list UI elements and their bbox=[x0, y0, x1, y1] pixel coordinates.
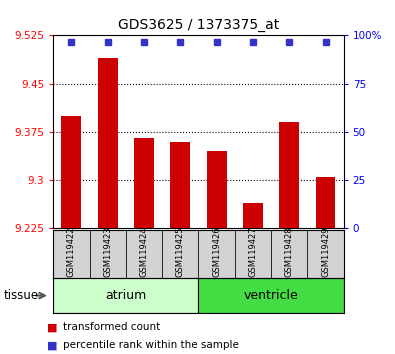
Bar bbox=[199, 230, 235, 278]
Bar bbox=[307, 230, 344, 278]
Text: GSM119424: GSM119424 bbox=[139, 226, 149, 277]
Title: GDS3625 / 1373375_at: GDS3625 / 1373375_at bbox=[118, 18, 279, 32]
Text: ventricle: ventricle bbox=[244, 289, 299, 302]
Text: transformed count: transformed count bbox=[63, 322, 160, 332]
Text: ■: ■ bbox=[47, 340, 58, 350]
Text: ■: ■ bbox=[47, 322, 58, 332]
Bar bbox=[199, 278, 344, 313]
Bar bbox=[279, 122, 299, 228]
Bar bbox=[235, 230, 271, 278]
Bar bbox=[126, 230, 162, 278]
Text: atrium: atrium bbox=[105, 289, 147, 302]
Bar bbox=[90, 230, 126, 278]
Bar bbox=[62, 116, 81, 228]
Bar bbox=[53, 278, 199, 313]
Bar bbox=[53, 230, 90, 278]
Text: GSM119428: GSM119428 bbox=[285, 226, 294, 277]
Text: GSM119423: GSM119423 bbox=[103, 226, 112, 277]
Bar bbox=[162, 230, 199, 278]
Bar bbox=[98, 58, 118, 228]
Text: GSM119422: GSM119422 bbox=[67, 226, 76, 277]
Text: GSM119429: GSM119429 bbox=[321, 226, 330, 277]
Bar bbox=[243, 202, 263, 228]
Text: percentile rank within the sample: percentile rank within the sample bbox=[63, 340, 239, 350]
Bar bbox=[134, 138, 154, 228]
Bar bbox=[271, 230, 307, 278]
Bar bbox=[170, 142, 190, 228]
Bar bbox=[207, 151, 227, 228]
Text: tissue: tissue bbox=[4, 289, 39, 302]
Text: GSM119426: GSM119426 bbox=[212, 226, 221, 277]
Bar bbox=[316, 177, 335, 228]
Text: GSM119425: GSM119425 bbox=[176, 226, 185, 277]
Text: GSM119427: GSM119427 bbox=[248, 226, 258, 277]
